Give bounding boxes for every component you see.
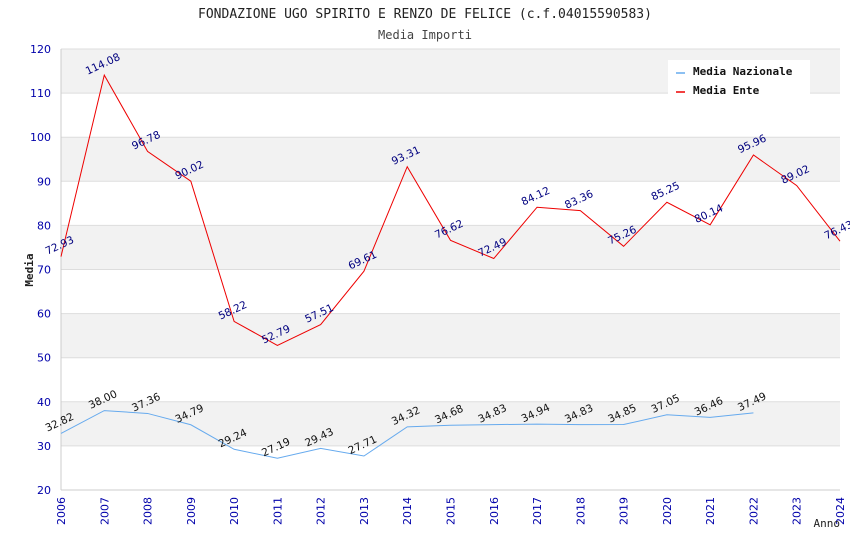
x-tick-label: 2006 [55,497,68,525]
x-tick-label: 2017 [531,497,544,525]
legend-box [668,60,810,98]
y-tick-label: 120 [30,43,51,56]
x-tick-label: 2016 [488,497,501,525]
y-tick-label: 60 [37,308,51,321]
x-tick-label: 2008 [142,497,155,525]
series-layer [60,73,841,459]
plot-band [61,445,840,490]
legend-label-media-ente: Media Ente [693,84,760,97]
x-tick-label: 2014 [401,497,414,525]
plot-band [61,93,840,138]
y-tick-label: 80 [37,219,51,232]
x-axis-ticks: 2006 2007 2008 2009 2010 2011 2012 2013 2014 2015… [55,497,847,525]
x-tick-label: 2021 [704,497,717,525]
plot-band [61,401,840,446]
plot-band [61,137,840,182]
legend-label-media-nazionale: Media Nazionale [693,65,793,78]
chart-title: FONDAZIONE UGO SPIRITO E RENZO DE FELICE… [198,7,652,22]
y-tick-label: 40 [37,396,51,409]
x-tick-label: 2022 [747,497,760,525]
y-axis-title: Media [23,253,36,286]
x-tick-label: 2011 [271,497,284,525]
x-tick-label: 2018 [574,497,587,525]
x-tick-label: 2023 [791,497,804,525]
series-line-media-nazionale [60,410,754,459]
x-tick-label: 2013 [358,497,371,525]
plot-band [61,225,840,270]
series-line-media-ente [60,73,841,346]
plot-band [61,181,840,226]
x-axis-title: Anno [814,517,841,530]
x-tick-label: 2009 [185,497,198,525]
x-tick-label: 2024 [834,497,847,525]
x-tick-label: 2015 [445,497,458,525]
y-tick-label: 20 [37,484,51,497]
plot-band [61,269,840,314]
chart-subtitle: Media Importi [378,28,472,42]
y-tick-label: 50 [37,352,51,365]
plot-background-bands [61,49,840,490]
y-axis-ticks: 20 30 40 50 60 70 80 90 100 110 120 [30,43,51,497]
x-tick-label: 2010 [228,497,241,525]
x-tick-label: 2012 [315,497,328,525]
plot-band [61,357,840,402]
grid-lines [60,48,840,491]
x-tick-label: 2007 [98,497,111,525]
y-tick-label: 90 [37,175,51,188]
y-tick-label: 30 [37,440,51,453]
legend: Media Nazionale Media Ente [668,60,810,98]
x-tick-label: 2020 [661,497,674,525]
plot-band [61,313,840,358]
y-tick-label: 100 [30,131,51,144]
x-tick-label: 2019 [618,497,631,525]
y-tick-label: 70 [37,264,51,277]
y-tick-label: 110 [30,87,51,100]
